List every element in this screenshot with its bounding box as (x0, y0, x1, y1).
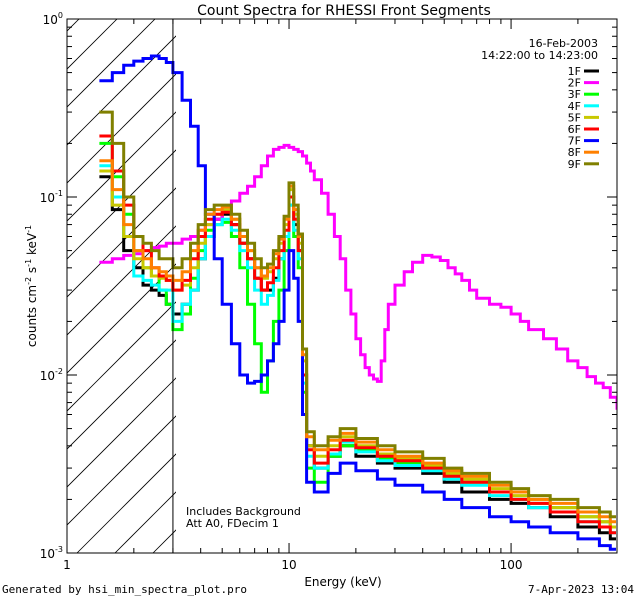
legend-label-7F: 7F (568, 135, 581, 148)
chart-title: Count Spectra for RHESSI Front Segments (197, 3, 491, 19)
legend-label-8F: 8F (568, 146, 581, 159)
legend-label-6F: 6F (568, 123, 581, 136)
y-axis-label: counts cm-2 s-1 keV-1 (24, 225, 39, 347)
x-tick-label: 10 (281, 558, 296, 572)
legend-label-3F: 3F (568, 88, 581, 101)
x-axis-label: Energy (keV) (304, 575, 381, 589)
legend-label-9F: 9F (568, 158, 581, 171)
plot-date: 16-Feb-2003 (529, 37, 598, 50)
y-tick-label: 10-2 (40, 367, 63, 383)
hatch-line (67, 377, 176, 488)
footer-generated: Generated by hsi_min_spectra_plot.pro (2, 583, 248, 596)
series-4F-line (99, 164, 616, 535)
x-tick-label: 1 (63, 558, 71, 572)
plot-time-range: 14:22:00 to 14:23:00 (481, 49, 598, 62)
hatch-line (67, 415, 176, 526)
series-8F-line (99, 159, 616, 524)
hatch-line (67, 19, 156, 108)
attenuator-hatch-region (67, 19, 176, 553)
footer-timestamp: 7-Apr-2023 13:04 (528, 583, 634, 596)
hatch-line (67, 35, 176, 146)
annotation-background: Includes Background (186, 505, 301, 518)
legend-label-4F: 4F (568, 100, 581, 113)
hatch-line (67, 187, 176, 298)
x-tick-label: 100 (500, 558, 523, 572)
legend-label-5F: 5F (568, 111, 581, 124)
y-tick-label: 100 (43, 11, 63, 27)
hatch-line (67, 301, 176, 412)
legend-label-1F: 1F (568, 65, 581, 78)
series-6F-line (99, 134, 616, 535)
series-2F-line (99, 143, 617, 410)
hatch-line (76, 453, 176, 553)
series-5F-line (99, 169, 616, 529)
hatch-line (67, 19, 80, 32)
annotation-attenuator: Att A0, FDecim 1 (186, 517, 279, 530)
axes: 1 10 100 100 10-1 10-2 10-3 (40, 11, 618, 572)
plot-frame (66, 18, 618, 554)
y-tick-label: 10-1 (40, 189, 63, 205)
series-7F-line (99, 54, 616, 551)
legend-label-2F: 2F (568, 77, 581, 90)
series-1F-line (99, 175, 616, 541)
hatch-line (67, 73, 176, 184)
hatch-line (67, 111, 176, 222)
hatch-line (67, 225, 176, 336)
series-layer (99, 54, 617, 551)
y-tick-label: 10-3 (40, 545, 63, 561)
